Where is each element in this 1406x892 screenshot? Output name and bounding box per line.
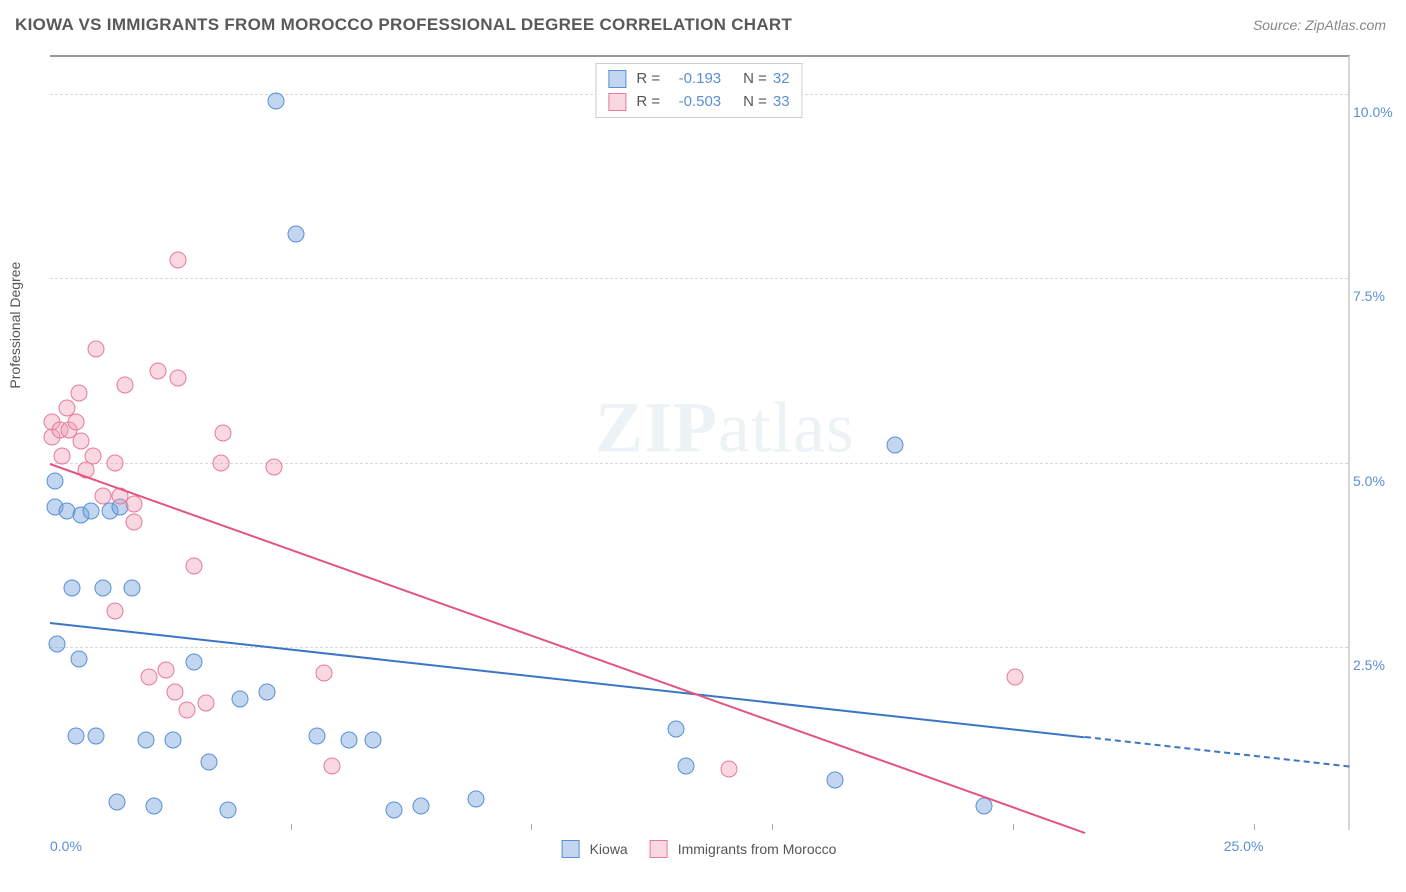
source-attribution: Source: ZipAtlas.com [1253,17,1386,33]
data-point [138,731,155,748]
data-point [667,720,684,737]
data-point [887,436,904,453]
data-point [70,384,87,401]
data-point [287,226,304,243]
x-tick [1013,824,1014,830]
plot-area: 2.5%5.0%7.5%10.0%0.0%25.0% [50,57,1348,830]
legend-swatch-icon [562,840,580,858]
data-point [186,654,203,671]
data-point [167,683,184,700]
x-tick-label: 0.0% [50,838,82,854]
y-axis-label: Professional Degree [7,261,23,388]
x-tick-label: 25.0% [1224,838,1264,854]
data-point [68,728,85,745]
data-point [200,753,217,770]
legend-row-kiowa: R = -0.193 N = 32 [608,68,789,91]
data-point [232,691,249,708]
r-value-kiowa: -0.193 [666,68,721,91]
data-point [198,694,215,711]
data-point [70,650,87,667]
trend-line [1085,736,1350,768]
data-point [164,731,181,748]
data-point [826,772,843,789]
data-point [145,798,162,815]
correlation-legend: R = -0.193 N = 32 R = -0.503 N = 33 [595,63,802,118]
y-tick-label: 5.0% [1353,473,1403,489]
data-point [212,454,229,471]
chart-title: KIOWA VS IMMIGRANTS FROM MOROCCO PROFESS… [15,15,792,35]
legend-row-morocco: R = -0.503 N = 33 [608,91,789,114]
x-tick [291,824,292,830]
data-point [309,728,326,745]
data-point [169,251,186,268]
data-point [386,801,403,818]
data-point [94,580,111,597]
gridline [50,463,1348,464]
data-point [157,661,174,678]
r-value-morocco: -0.503 [666,91,721,114]
data-point [49,635,66,652]
data-point [73,432,90,449]
data-point [87,728,104,745]
scatter-chart: Professional Degree ZIPatlas 2.5%5.0%7.5… [50,55,1350,830]
series-legend: Kiowa Immigrants from Morocco [562,840,837,858]
data-point [412,798,429,815]
data-point [109,794,126,811]
data-point [150,362,167,379]
data-point [140,669,157,686]
y-tick-label: 10.0% [1353,104,1403,120]
x-tick [531,824,532,830]
gridline [50,278,1348,279]
legend-swatch-kiowa [608,70,626,88]
data-point [123,580,140,597]
legend-swatch-icon [650,840,668,858]
gridline [50,647,1348,648]
data-point [677,757,694,774]
data-point [68,414,85,431]
data-point [54,447,71,464]
data-point [94,488,111,505]
data-point [63,580,80,597]
x-tick [1254,824,1255,830]
data-point [126,514,143,531]
data-point [87,340,104,357]
data-point [340,731,357,748]
n-value-morocco: 33 [773,91,790,114]
data-point [169,370,186,387]
data-point [215,425,232,442]
data-point [316,665,333,682]
data-point [323,757,340,774]
data-point [82,502,99,519]
data-point [720,761,737,778]
data-point [1007,669,1024,686]
chart-header: KIOWA VS IMMIGRANTS FROM MOROCCO PROFESS… [15,15,1386,35]
data-point [107,602,124,619]
legend-item-morocco: Immigrants from Morocco [650,840,837,858]
data-point [258,683,275,700]
y-tick-label: 7.5% [1353,288,1403,304]
data-point [268,93,285,110]
data-point [85,447,102,464]
data-point [116,377,133,394]
data-point [179,702,196,719]
data-point [468,790,485,807]
legend-item-kiowa: Kiowa [562,840,628,858]
x-tick [772,824,773,830]
data-point [46,473,63,490]
data-point [186,558,203,575]
legend-swatch-morocco [608,93,626,111]
data-point [126,495,143,512]
n-value-kiowa: 32 [773,68,790,91]
trend-line [50,622,1085,738]
data-point [107,454,124,471]
data-point [265,458,282,475]
y-tick-label: 2.5% [1353,657,1403,673]
data-point [364,731,381,748]
data-point [220,801,237,818]
